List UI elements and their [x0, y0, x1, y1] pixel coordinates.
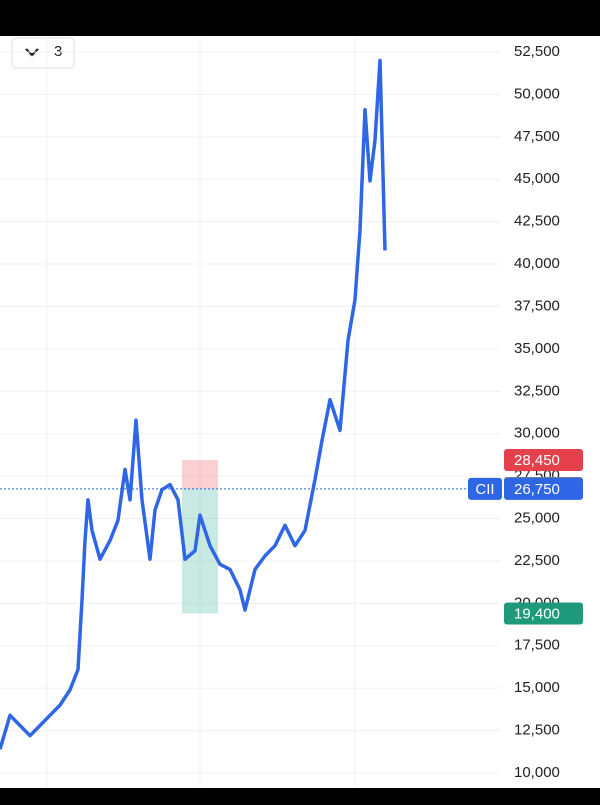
y-tick-label: 35,000 [514, 340, 560, 357]
price-line [0, 58, 387, 750]
price-badge [504, 602, 583, 625]
y-tick-label: 40,000 [514, 255, 560, 272]
chart-background [0, 36, 600, 788]
price-label: 28,450 [514, 452, 560, 469]
y-tick-label: 50,000 [514, 85, 560, 102]
y-tick-label: 10,000 [514, 764, 560, 781]
y-tick-label: 47,500 [514, 128, 560, 145]
y-tick-label: 45,000 [514, 170, 560, 187]
toggle-button[interactable] [11, 37, 75, 69]
price-label: 26,750 [514, 481, 560, 498]
y-tick-label: 52,500 [514, 43, 560, 60]
y-tick-label: 22,500 [514, 552, 560, 569]
symbol-badge [468, 477, 502, 500]
y-tick-label: 32,500 [514, 382, 560, 399]
y-tick-label: 30,000 [514, 425, 560, 442]
y-tick-label: 15,000 [514, 679, 560, 696]
price-label: 19,400 [514, 606, 560, 623]
y-tick-label: 42,500 [514, 213, 560, 230]
y-tick-label: 17,500 [514, 637, 560, 654]
profit-zone [182, 460, 218, 489]
y-tick-label: 12,500 [514, 722, 560, 739]
chevron-icon [25, 48, 39, 57]
symbol-label: CII [475, 481, 494, 498]
price-badge [504, 449, 583, 472]
price-badge [504, 477, 583, 500]
y-tick-label: 25,000 [514, 509, 560, 526]
legend-toggle[interactable]: 3 [11, 37, 75, 69]
toggle-count: 3 [54, 43, 62, 60]
y-tick-label: 37,500 [514, 297, 560, 314]
